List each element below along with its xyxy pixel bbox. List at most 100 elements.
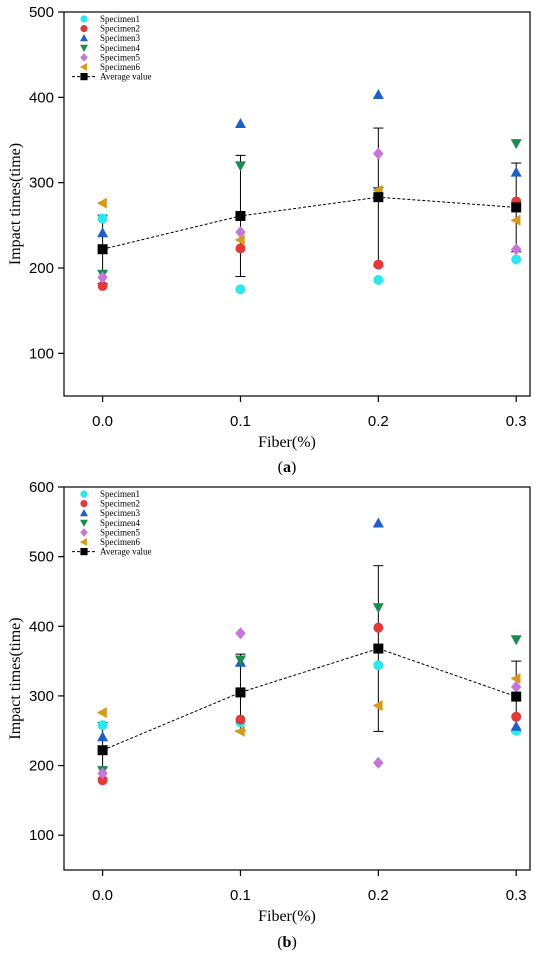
point-average-value xyxy=(373,643,384,654)
point-specimen2 xyxy=(373,622,384,633)
point-specimen3 xyxy=(510,166,522,177)
caption-close: ) xyxy=(291,934,296,951)
figure-caption: (a) xyxy=(278,459,297,476)
point-specimen6 xyxy=(234,234,245,246)
y-tick-label: 100 xyxy=(29,827,54,844)
point-specimen1 xyxy=(235,284,246,295)
x-tick-label: 0.2 xyxy=(368,413,389,430)
point-specimen2 xyxy=(97,280,108,291)
legend-marker xyxy=(79,538,88,546)
point-specimen4 xyxy=(234,161,246,172)
point-specimen2 xyxy=(235,714,246,725)
y-tick-label: 500 xyxy=(29,549,54,566)
legend: Specimen1Specimen2Specimen3Specimen4Spec… xyxy=(72,14,152,82)
x-tick-label: 0.0 xyxy=(92,887,113,904)
legend-marker xyxy=(80,509,88,517)
legend: Specimen1Specimen2Specimen3Specimen4Spec… xyxy=(72,489,152,557)
point-average-value xyxy=(97,244,108,255)
legend-label: Specimen5 xyxy=(100,52,140,62)
legend-marker xyxy=(80,519,88,527)
y-tick-label: 200 xyxy=(29,260,54,277)
y-tick-label: 500 xyxy=(29,4,54,21)
point-specimen3 xyxy=(234,118,246,129)
legend-marker xyxy=(80,548,88,556)
legend-marker xyxy=(80,34,88,42)
caption-letter: a xyxy=(283,459,291,476)
x-tick-label: 0.3 xyxy=(506,413,527,430)
x-axis-label: Fiber(%) xyxy=(258,908,316,925)
point-specimen5 xyxy=(510,680,522,693)
y-tick-label: 400 xyxy=(29,89,54,106)
x-axis-label: Fiber(%) xyxy=(258,434,316,451)
legend-marker xyxy=(80,53,88,62)
point-specimen6 xyxy=(96,197,107,209)
point-specimen6 xyxy=(372,700,383,712)
average-line xyxy=(102,648,517,751)
legend-label: Specimen2 xyxy=(100,499,140,509)
legend-marker xyxy=(80,25,88,33)
point-average-value xyxy=(373,192,384,203)
point-specimen3 xyxy=(372,517,384,528)
legend-label: Specimen3 xyxy=(100,33,140,43)
x-tick-label: 0.1 xyxy=(230,887,251,904)
point-specimen3 xyxy=(372,89,384,100)
point-specimen6 xyxy=(234,725,245,737)
legend-label: Average value xyxy=(100,547,152,557)
point-specimen3 xyxy=(510,720,522,731)
chart-panel-b: 100 200 300 400 500 600 0.0 0.1 0.2 0.3 Fiber(%) Im… xyxy=(7,479,531,951)
y-axis-label: Impact times(time) xyxy=(7,617,24,739)
point-specimen1 xyxy=(511,254,522,265)
y-axis-label: Impact times(time) xyxy=(7,143,24,265)
y-tick-label: 300 xyxy=(29,688,54,705)
caption-open: ( xyxy=(278,459,283,476)
legend-label: Specimen6 xyxy=(100,537,140,547)
point-average-value xyxy=(511,691,522,702)
caption-letter: b xyxy=(283,934,292,951)
point-specimen5 xyxy=(97,767,108,780)
chart-panel-a: 100 200 300 400 500 0.0 0.1 0.2 0.3 Fiber(%) Impac… xyxy=(7,4,531,476)
legend-marker xyxy=(80,500,88,508)
point-specimen4 xyxy=(510,635,522,646)
point-specimen5 xyxy=(373,147,384,160)
legend-label: Specimen5 xyxy=(100,527,140,537)
point-specimen2 xyxy=(373,259,384,270)
x-tick-label: 0.1 xyxy=(230,413,251,430)
y-tick-label: 300 xyxy=(29,175,54,192)
legend-marker xyxy=(79,63,88,71)
legend-marker xyxy=(80,15,88,23)
point-specimen4 xyxy=(510,139,522,150)
caption-open: ( xyxy=(277,934,282,951)
point-specimen1 xyxy=(97,720,108,731)
x-tick-label: 0.3 xyxy=(506,887,527,904)
point-specimen3 xyxy=(97,731,109,742)
legend-label: Specimen4 xyxy=(100,518,140,528)
point-specimen1 xyxy=(373,660,384,671)
point-specimen5 xyxy=(235,226,246,239)
point-specimen6 xyxy=(510,214,521,226)
point-specimen2 xyxy=(97,775,108,786)
point-specimen5 xyxy=(97,271,108,284)
point-specimen6 xyxy=(510,673,521,684)
legend-marker xyxy=(80,490,88,498)
legend-marker xyxy=(80,73,88,81)
legend-label: Specimen3 xyxy=(100,508,140,518)
plot-frame xyxy=(63,11,531,397)
legend-label: Specimen6 xyxy=(100,62,140,72)
point-average-value xyxy=(511,202,522,213)
average-line xyxy=(102,196,517,250)
legend-label: Specimen4 xyxy=(100,43,140,53)
plot-frame xyxy=(63,486,531,871)
y-tick-label: 100 xyxy=(29,345,54,362)
point-specimen6 xyxy=(96,707,107,719)
legend-label: Specimen2 xyxy=(100,24,140,34)
point-average-value xyxy=(235,210,246,221)
x-tick-label: 0.2 xyxy=(368,887,389,904)
point-specimen1 xyxy=(373,274,384,285)
figure-caption: (b) xyxy=(277,934,297,951)
legend-marker xyxy=(80,44,88,52)
caption-close: ) xyxy=(291,459,296,476)
legend-label: Average value xyxy=(100,72,152,82)
y-tick-label: 400 xyxy=(29,618,54,635)
point-specimen4 xyxy=(234,655,246,666)
